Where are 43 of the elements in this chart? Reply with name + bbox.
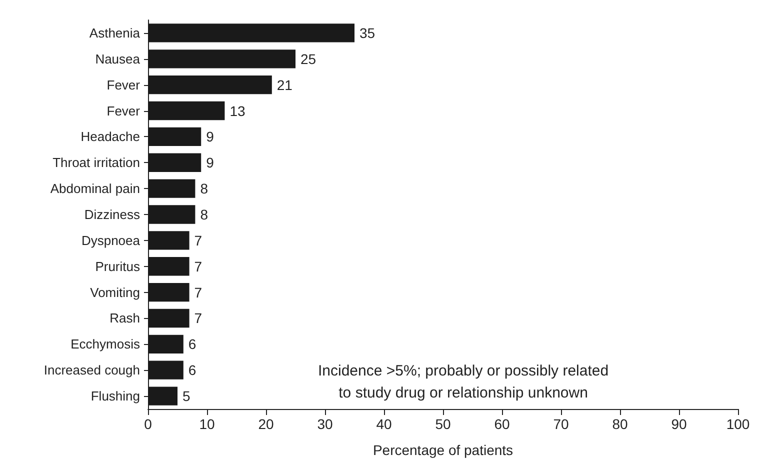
y-tick-label: Dyspnoea	[81, 232, 141, 248]
x-tick-label: 100	[726, 416, 750, 432]
y-tick-label: Nausea	[95, 51, 141, 66]
data-label: 7	[194, 310, 202, 326]
x-tick-label: 10	[199, 416, 215, 432]
data-label: 35	[360, 24, 376, 41]
annotation: Incidence >5%; probably or possibly related to study drug or relationship unknown	[318, 362, 609, 402]
data-label: 7	[194, 258, 202, 274]
data-label: 5	[182, 388, 190, 404]
y-tick-label: Fever	[106, 103, 141, 118]
x-tick-label: 60	[494, 416, 510, 432]
y-tick-label: Vomiting	[90, 284, 140, 300]
y-tick-label: Ecchymosis	[70, 336, 140, 352]
data-label: 21	[276, 76, 293, 93]
data-label: 6	[188, 336, 196, 352]
y-tick-label: Increased cough	[44, 362, 140, 378]
data-label: 8	[200, 180, 208, 197]
y-tick-label: Abdominal pain	[50, 181, 140, 196]
x-tick-label: 50	[435, 416, 451, 432]
y-tick-label: Throat irritation	[52, 155, 140, 170]
data-label: 8	[200, 206, 208, 222]
y-tick-label: Asthenia	[89, 25, 141, 40]
y-tick-label: Pruritus	[95, 258, 140, 274]
y-tick-label: Rash	[110, 310, 140, 326]
x-tick-label: 90	[671, 416, 687, 432]
data-label: 9	[206, 128, 214, 145]
data-label: 7	[194, 284, 202, 300]
data-label: 7	[194, 232, 202, 248]
x-tick-label: 80	[612, 416, 628, 432]
data-label: 9	[206, 154, 214, 171]
y-tick-label: Fever	[106, 77, 141, 92]
x-tick-label: 70	[553, 416, 569, 432]
data-label: 6	[188, 362, 196, 378]
y-tick-label: Dizziness	[84, 207, 140, 222]
data-label: 13	[230, 102, 246, 119]
y-tick-label: Headache	[80, 129, 140, 144]
data-label: 25	[300, 50, 316, 67]
x-tick-label: 40	[376, 416, 392, 432]
y-tick-label: Flushing	[90, 388, 140, 404]
x-tick-label: 0	[144, 416, 152, 432]
x-axis-title: Percentage of patients	[372, 442, 514, 458]
x-tick-label: 30	[317, 416, 333, 432]
x-tick-label: 20	[258, 416, 274, 432]
